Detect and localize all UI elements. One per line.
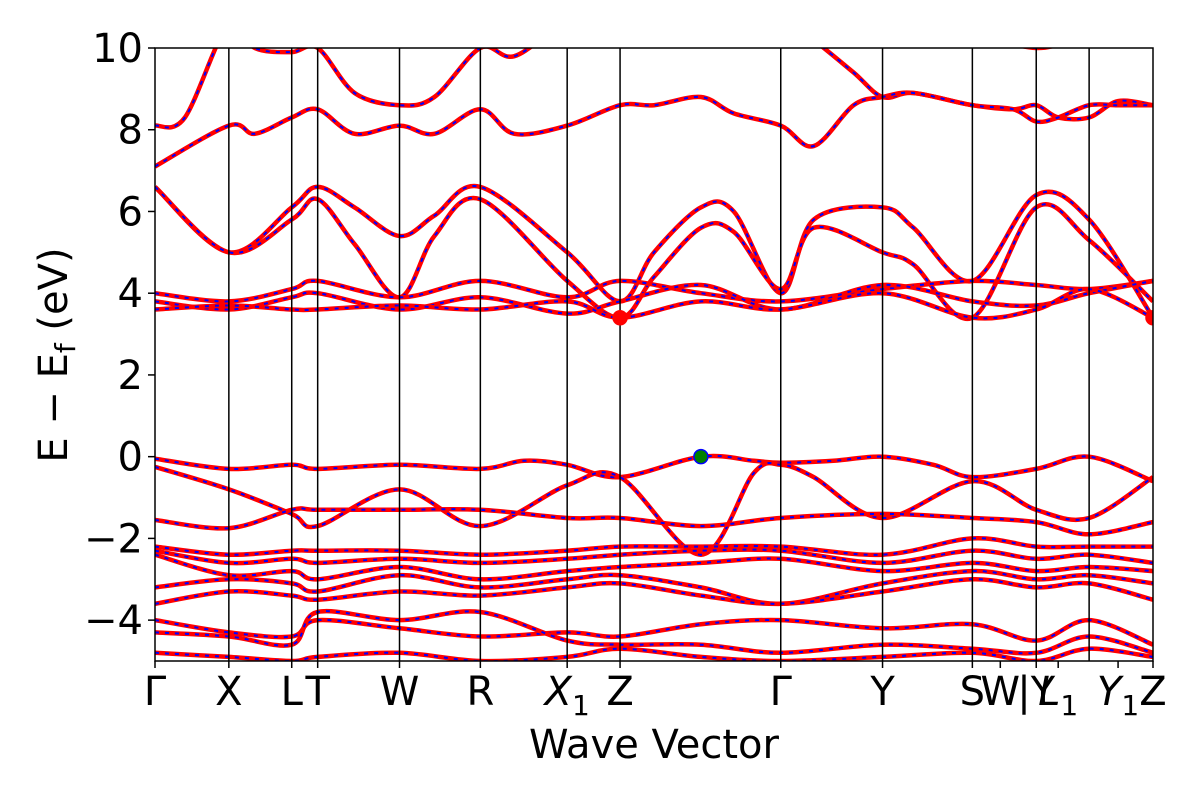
axes-frame [154, 47, 1154, 662]
band-line-overlay [155, 455, 1153, 483]
x-tick-label: L1 [1038, 669, 1078, 722]
high-symmetry-lines [228, 48, 1090, 661]
x-tick-label: X1 [543, 669, 590, 722]
x-axis-ticks: Γ X L T W R X1 Z Γ Y SW|YL1 Y1 Z [144, 661, 1167, 722]
y-tick-label: 6 [118, 189, 143, 235]
x-tick-label: Y [869, 669, 895, 715]
band-line-overlay [155, 91, 1153, 168]
x-tick-label: W [981, 669, 1021, 715]
x-tick-label: |Y [1017, 669, 1055, 715]
band-line-overlay [155, 647, 1153, 661]
y-tick-label: −2 [84, 516, 143, 562]
y-tick-label: −4 [84, 598, 143, 644]
x-tick-label: Y1 [1097, 669, 1139, 722]
band-line-overlay [155, 48, 1153, 129]
x-tick-label: L [281, 669, 304, 715]
extremum-markers [612, 309, 1153, 465]
conduction-band-min-marker [1145, 309, 1153, 326]
valence-band-max-marker [693, 448, 709, 465]
y-tick-label: 10 [92, 26, 143, 72]
x-tick-label: Z [606, 669, 633, 715]
y-tick-label: 2 [118, 353, 143, 399]
y-tick-label: 0 [118, 435, 143, 481]
x-axis-label: Wave Vector [529, 722, 780, 768]
x-tick-label: Γ [144, 669, 167, 715]
x-tick-label: X [215, 669, 242, 715]
x-tick-label: Z [1139, 669, 1166, 715]
band-line-overlay [155, 279, 1153, 303]
band-line-overlay [155, 578, 1153, 605]
x-tick-label: T [304, 669, 330, 715]
x-tick-label: W [380, 669, 420, 715]
y-axis-label: E − Ef (eV) [31, 247, 82, 462]
band-line-overlay [155, 507, 1153, 536]
conduction-band-min-marker [612, 309, 628, 326]
y-axis-ticks: −4 −2 0 2 4 6 8 10 [84, 26, 155, 644]
x-tick-label: R [466, 669, 494, 715]
y-tick-label: 8 [118, 108, 143, 154]
x-tick-label: S [960, 669, 985, 715]
band-line-overlay [155, 570, 1153, 605]
x-tick-label: Γ [770, 669, 793, 715]
band-line-overlay [155, 537, 1153, 556]
band-line-overlay [155, 279, 1153, 315]
band-line-overlay [155, 548, 1153, 565]
y-tick-label: 4 [118, 271, 143, 317]
band-line-overlay [155, 462, 1153, 556]
